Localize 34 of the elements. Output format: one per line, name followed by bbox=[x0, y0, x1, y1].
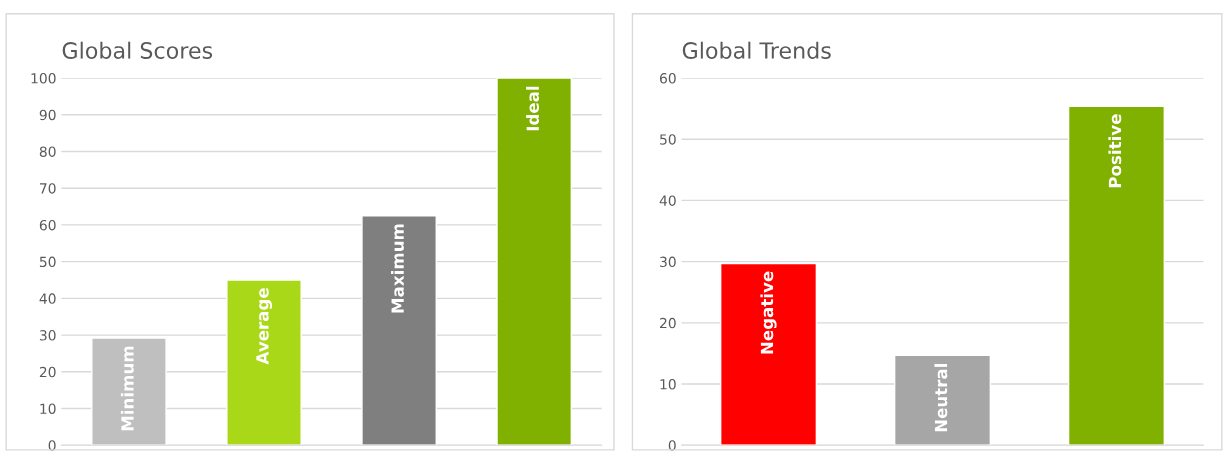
bar bbox=[91, 337, 167, 446]
y-tick-label: 60 bbox=[39, 219, 56, 231]
y-tick-label: 50 bbox=[660, 134, 676, 145]
bar bbox=[893, 354, 992, 446]
bar bbox=[719, 262, 818, 446]
x-tick-label: Average bbox=[256, 288, 273, 365]
y-tick-label: 100 bbox=[31, 73, 56, 84]
y-tick-label: 80 bbox=[39, 146, 56, 157]
y-tick-label: 40 bbox=[39, 293, 56, 304]
y-tick-label: 0 bbox=[668, 440, 676, 451]
x-tick-label: Maximum bbox=[391, 224, 404, 313]
bar bbox=[226, 279, 302, 446]
x-tick-label: Positive bbox=[1108, 114, 1122, 188]
x-tick-label: Negative bbox=[760, 271, 777, 354]
y-tick-label: 60 bbox=[659, 73, 676, 84]
y-tick-label: 50 bbox=[39, 256, 56, 268]
y-tick-label: 30 bbox=[39, 330, 56, 341]
y-tick-label: 10 bbox=[40, 403, 56, 414]
bar bbox=[1067, 105, 1165, 446]
bar bbox=[361, 215, 437, 446]
x-tick-label: Ideal bbox=[526, 86, 540, 131]
bar bbox=[496, 78, 573, 446]
chart-title: Global Trends bbox=[682, 41, 831, 59]
y-tick-label: 90 bbox=[39, 109, 56, 121]
y-tick-label: 0 bbox=[48, 440, 56, 451]
y-tick-label: 10 bbox=[660, 379, 676, 390]
y-tick-label: 40 bbox=[659, 195, 676, 206]
x-tick-label: Minimum bbox=[120, 346, 134, 431]
y-tick-label: 30 bbox=[660, 256, 676, 268]
chart-title: Global Scores bbox=[62, 41, 213, 59]
x-tick-label: Neutral bbox=[934, 364, 948, 432]
y-tick-label: 20 bbox=[660, 317, 676, 329]
y-tick-label: 20 bbox=[39, 366, 56, 378]
y-tick-label: 70 bbox=[40, 183, 56, 194]
